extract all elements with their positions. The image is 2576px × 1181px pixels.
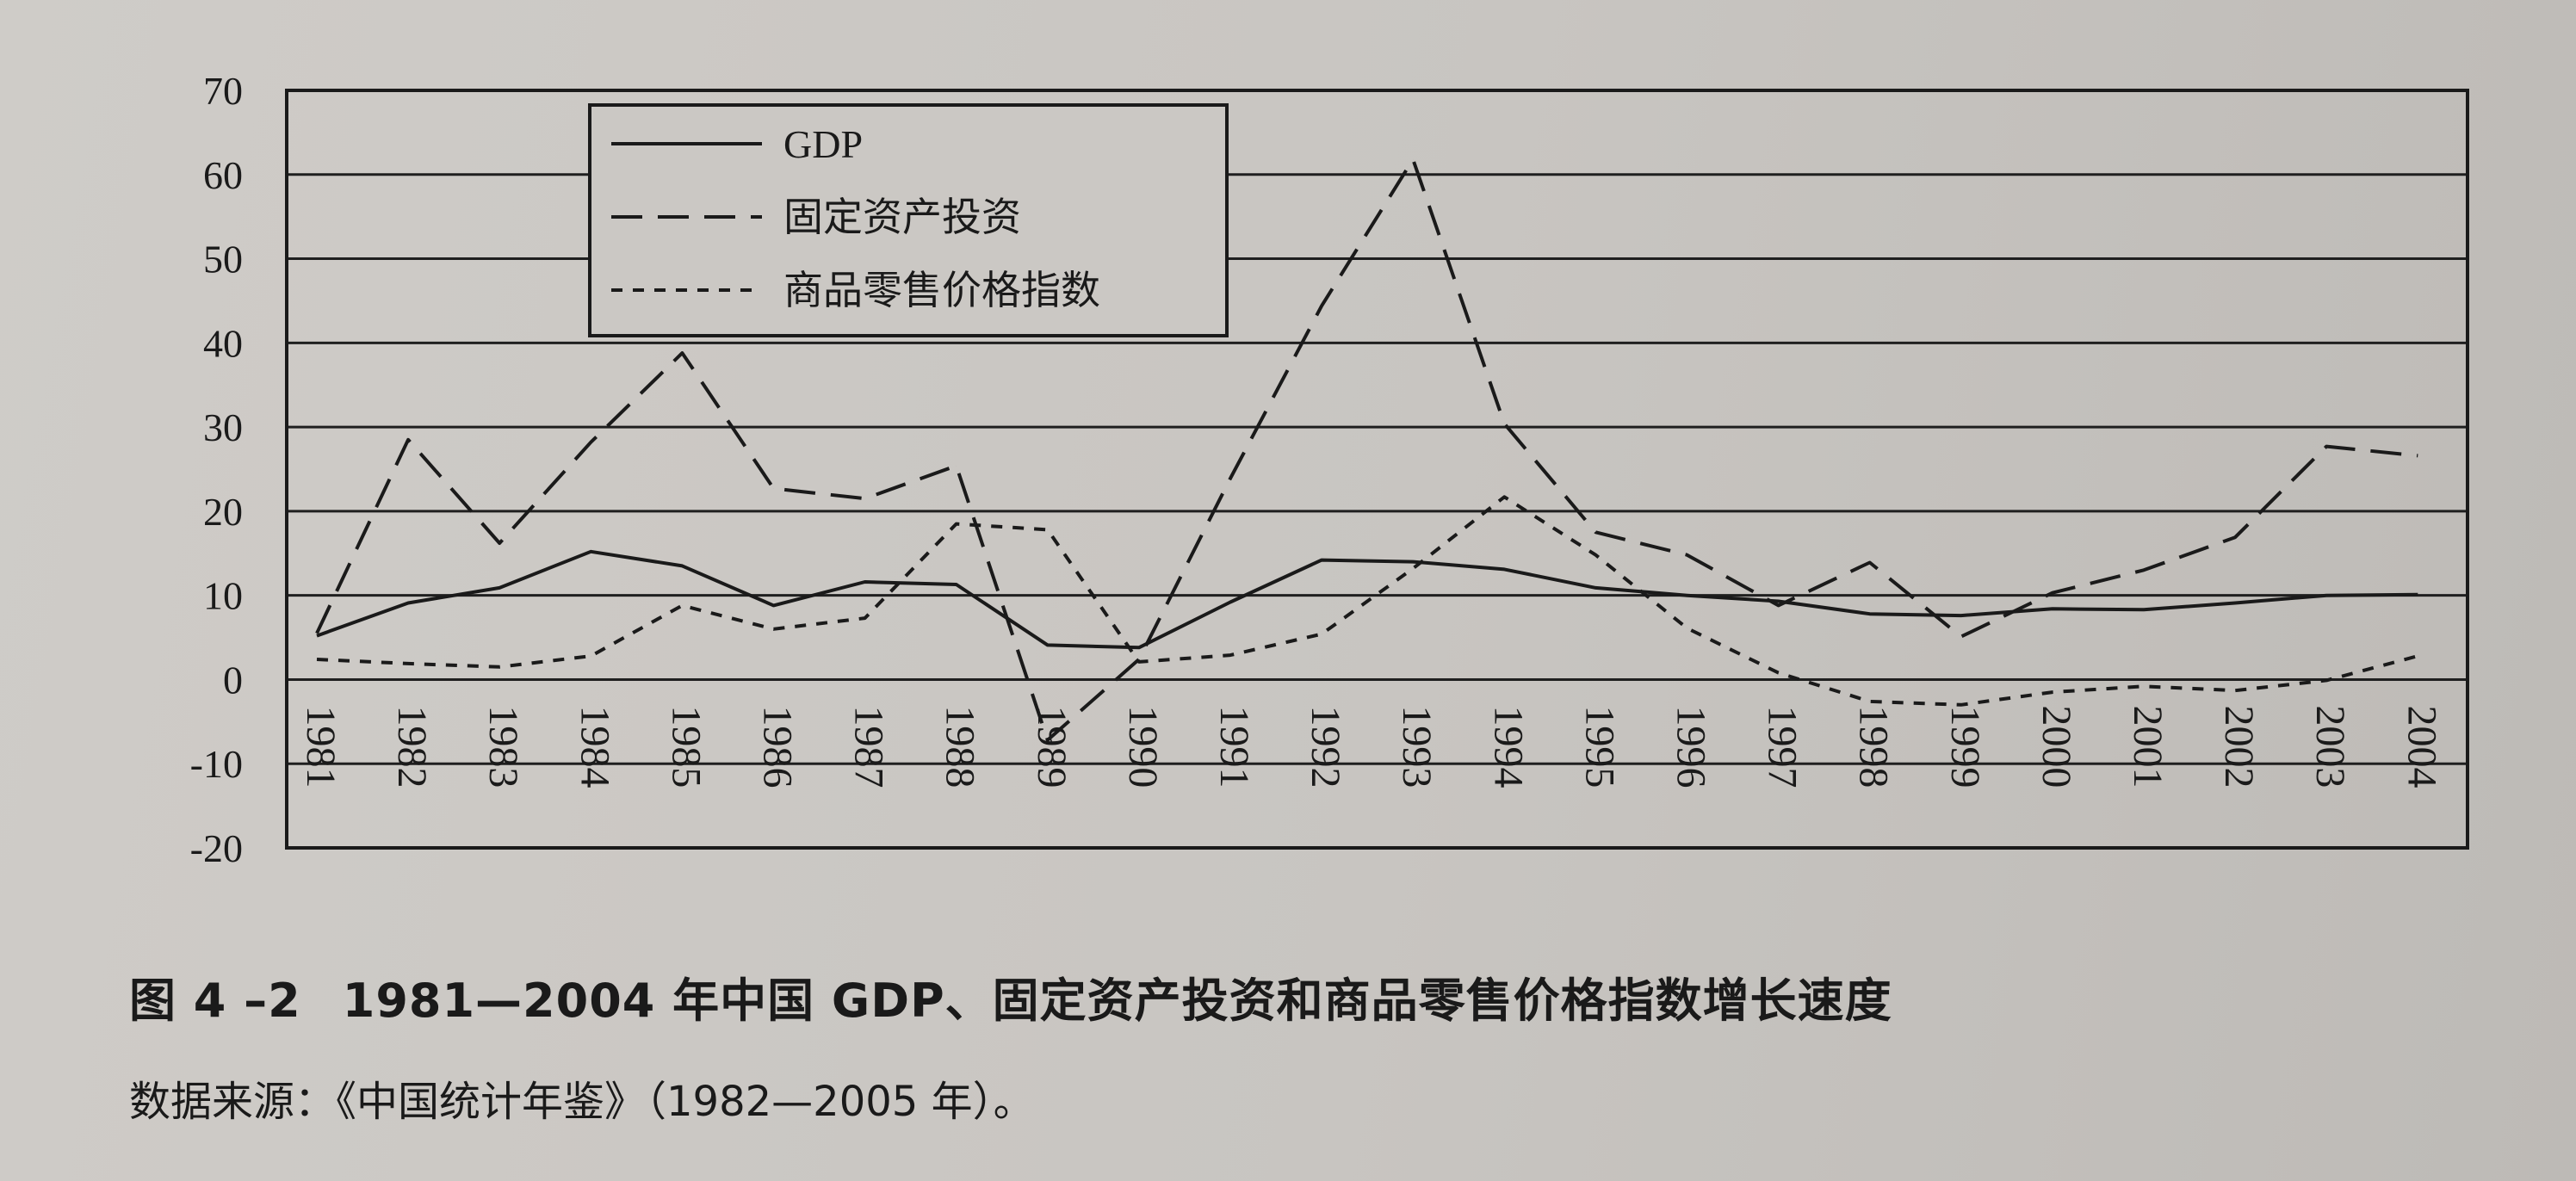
x-tick-label: 1999 [1942, 705, 1988, 788]
legend-label-2: 固定资产投资 [783, 194, 1021, 240]
x-tick-label: 1989 [1029, 705, 1074, 788]
series-lines [315, 158, 2418, 742]
x-tick-label: 1983 [480, 705, 526, 788]
source-note: 数据来源：《中国统计年鉴》（1982—2005 年）。 [129, 1078, 1035, 1126]
x-tick-label: 2004 [2399, 705, 2444, 788]
legend-label-1: GDP [783, 122, 863, 166]
x-tick-label: 2001 [2125, 705, 2170, 788]
x-tick-label: 1990 [1120, 705, 1166, 788]
x-tick-label: 1993 [1394, 705, 1440, 788]
x-tick-label: 1986 [754, 705, 800, 788]
y-tick-label: -10 [190, 742, 243, 786]
series-line-1 [316, 549, 2418, 650]
x-tick-label: 1984 [572, 705, 617, 788]
y-tick-label: 60 [203, 153, 243, 197]
x-tick-label: 2000 [2034, 705, 2079, 788]
x-tick-label: 1996 [1668, 705, 1713, 788]
plot-frame [285, 89, 2469, 850]
figure-number: 图 4 –2 [129, 974, 301, 1028]
series-line-2 [315, 158, 2418, 742]
x-tick-label: 1994 [1485, 705, 1531, 788]
x-tick-label: 1997 [1760, 705, 1805, 788]
figure-title: 1981—2004 年中国 GDP、固定资产投资和商品零售价格指数增长速度 [342, 974, 1892, 1028]
x-tick-label: 1981 [298, 705, 344, 788]
plot-border [285, 89, 2469, 850]
x-tick-label: 1987 [846, 705, 892, 788]
x-tick-label: 1991 [1211, 705, 1257, 788]
x-tick-label: 1985 [663, 705, 709, 788]
x-tick-label: 2003 [2307, 705, 2353, 788]
y-tick-label: -20 [190, 826, 243, 870]
y-tick-label: 70 [203, 69, 243, 113]
x-tick-label: 1998 [1851, 705, 1897, 788]
x-tick-label: 1988 [938, 705, 983, 788]
figure-caption: 图 4 –2 1981—2004 年中国 GDP、固定资产投资和商品零售价格指数增… [129, 962, 1892, 1030]
legend-label-3: 商品零售价格指数 [783, 267, 1100, 313]
y-tick-label: 30 [203, 405, 243, 449]
x-tick-label: 1995 [1576, 705, 1622, 788]
y-tick-label: 10 [203, 574, 243, 618]
y-tick-label: 50 [203, 238, 243, 281]
y-tick-label: 40 [203, 321, 243, 365]
x-tick-label: 1992 [1303, 705, 1348, 788]
y-tick-label: 0 [223, 658, 243, 702]
series-line-3 [316, 495, 2418, 707]
x-axis-ticks: 1981 1982 1983 1984 1985 1986 1987 1988 1989 1990… [298, 705, 2444, 788]
x-tick-label: 2002 [2216, 705, 2262, 788]
x-tick-label: 1982 [389, 705, 435, 788]
y-axis-ticks: 70 60 50 40 30 20 10 0 -10 -20 [190, 69, 243, 870]
y-tick-label: 20 [203, 490, 243, 534]
